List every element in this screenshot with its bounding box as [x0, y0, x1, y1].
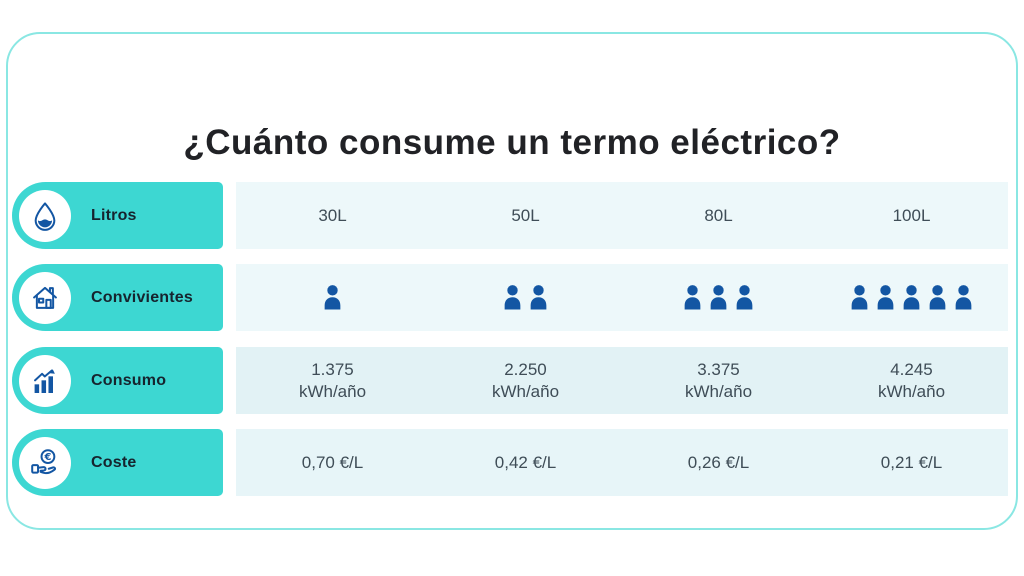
cell-people-5: [815, 264, 1008, 331]
house-icon: [33, 286, 57, 309]
cell-litros-80: 80L: [704, 205, 733, 225]
row-label: Coste: [91, 453, 137, 471]
row-header-consumo: Consumo: [12, 347, 223, 414]
cell-litros-50: 50L: [511, 205, 540, 225]
icon-circle: [19, 189, 71, 242]
cell-consumo-80: 3.375 kWh/año: [684, 360, 753, 401]
growth-chart-icon: [34, 368, 55, 393]
cell-people-1: [236, 264, 429, 331]
person-icon: [710, 284, 727, 309]
person-icon: [736, 284, 753, 309]
row-label: Consumo: [91, 371, 167, 389]
row-label: Convivientes: [91, 288, 193, 306]
person-icon: [530, 284, 547, 309]
person-icon: [324, 284, 341, 309]
person-icon: [877, 284, 894, 309]
table-row-consumo: Consumo 1.375 kWh/año 2.250 kWh/año 3.375 k…: [0, 347, 1024, 414]
person-icon: [851, 284, 868, 309]
cell-coste-30: 0,70 €/L: [301, 452, 364, 472]
row-header-coste: € Coste: [12, 429, 223, 496]
water-drop-icon: [34, 201, 56, 231]
row-header-litros: Litros: [12, 182, 223, 249]
table-row-coste: € Coste 0,70 €/L 0,42 €/L 0,26 €/L 0,21 …: [0, 429, 1024, 496]
row-cells: 0,70 €/L 0,42 €/L 0,26 €/L 0,21 €/L: [236, 429, 1008, 496]
person-icon: [684, 284, 701, 309]
row-cells: 1.375 kWh/año 2.250 kWh/año 3.375 kWh/año 4…: [236, 347, 1008, 414]
cell-consumo-50: 2.250 kWh/año: [491, 360, 560, 401]
cell-coste-100: 0,21 €/L: [880, 452, 943, 472]
cell-consumo-100: 4.245 kWh/año: [877, 360, 946, 401]
page-title: ¿Cuánto consume un termo eléctrico?: [183, 123, 841, 163]
cell-coste-80: 0,26 €/L: [687, 452, 750, 472]
icon-circle: [19, 271, 71, 324]
icon-circle: [19, 354, 71, 407]
row-label: Litros: [91, 206, 137, 224]
person-icon: [955, 284, 972, 309]
table-row-convivientes: Convivientes: [0, 264, 1024, 331]
cell-litros-30: 30L: [318, 205, 347, 225]
cell-people-2: [429, 264, 622, 331]
person-icon: [929, 284, 946, 309]
row-header-convivientes: Convivientes: [12, 264, 223, 331]
cell-coste-50: 0,42 €/L: [494, 452, 557, 472]
euro-hand-icon: €: [31, 448, 57, 474]
cell-people-3: [622, 264, 815, 331]
cell-litros-100: 100L: [892, 205, 931, 225]
cell-consumo-30: 1.375 kWh/año: [298, 360, 367, 401]
svg-text:€: €: [43, 451, 51, 462]
icon-circle: €: [19, 436, 71, 489]
table-row-litros: Litros 30L 50L 80L 100L: [0, 182, 1024, 249]
row-cells: 30L 50L 80L 100L: [236, 182, 1008, 249]
person-icon: [504, 284, 521, 309]
row-cells: [236, 264, 1008, 331]
person-icon: [903, 284, 920, 309]
